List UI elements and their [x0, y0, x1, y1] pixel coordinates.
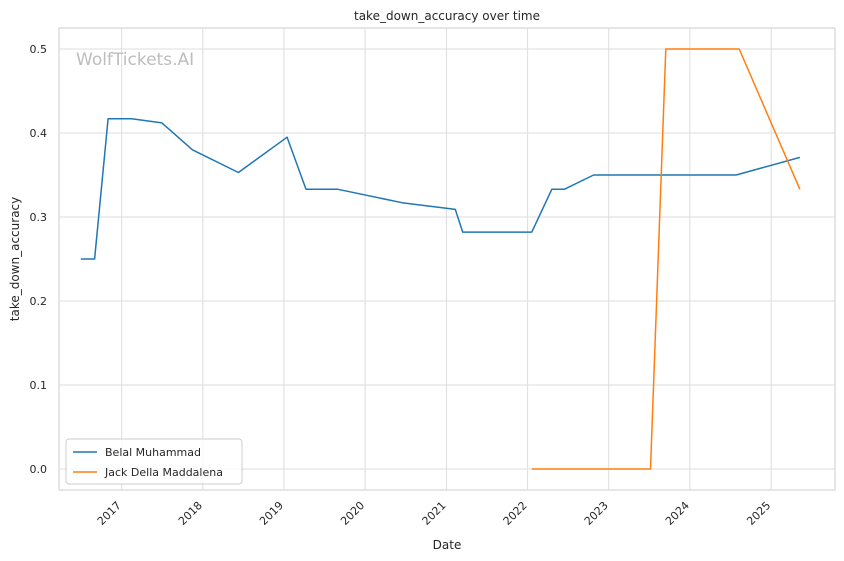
legend-label-belal-muhammad: Belal Muhammad — [105, 446, 201, 459]
y-tick-label: 0.3 — [30, 211, 48, 224]
series-line-belal-muhammad — [80, 117, 801, 260]
x-tick-label: 2022 — [501, 499, 530, 528]
x-tick-label: 2024 — [663, 499, 692, 528]
grid-lines — [59, 28, 835, 490]
plot-area — [58, 27, 836, 491]
x-axis-ticks: 2017 2018 2019 2020 2021 2022 2023 2024 2025 — [95, 499, 774, 528]
y-axis-ticks: 0.0 0.1 0.2 0.3 0.4 0.5 — [30, 43, 48, 476]
y-axis-label: take_down_accuracy — [8, 197, 22, 321]
series-line-jack-della-maddalena — [531, 48, 801, 470]
x-tick-label: 2021 — [420, 499, 449, 528]
series-layer — [80, 48, 801, 470]
y-tick-label: 0.4 — [30, 127, 48, 140]
x-axis-label: Date — [433, 538, 462, 552]
x-tick-label: 2020 — [338, 499, 367, 528]
y-tick-label: 0.5 — [30, 43, 48, 56]
x-tick-label: 2018 — [176, 499, 205, 528]
watermark: WolfTickets.AI — [76, 50, 194, 70]
x-tick-label: 2025 — [744, 499, 773, 528]
x-tick-label: 2023 — [582, 499, 611, 528]
y-tick-label: 0.1 — [30, 379, 48, 392]
chart-title: take_down_accuracy over time — [354, 9, 540, 23]
y-tick-label: 0.0 — [30, 463, 48, 476]
legend-label-jack-della-maddalena: Jack Della Maddalena — [104, 466, 223, 479]
x-tick-label: 2017 — [95, 499, 124, 528]
legend-frame — [65, 438, 243, 485]
y-tick-label: 0.2 — [30, 295, 48, 308]
x-tick-label: 2019 — [257, 499, 286, 528]
legend: Belal Muhammad Jack Della Maddalena — [65, 438, 243, 485]
